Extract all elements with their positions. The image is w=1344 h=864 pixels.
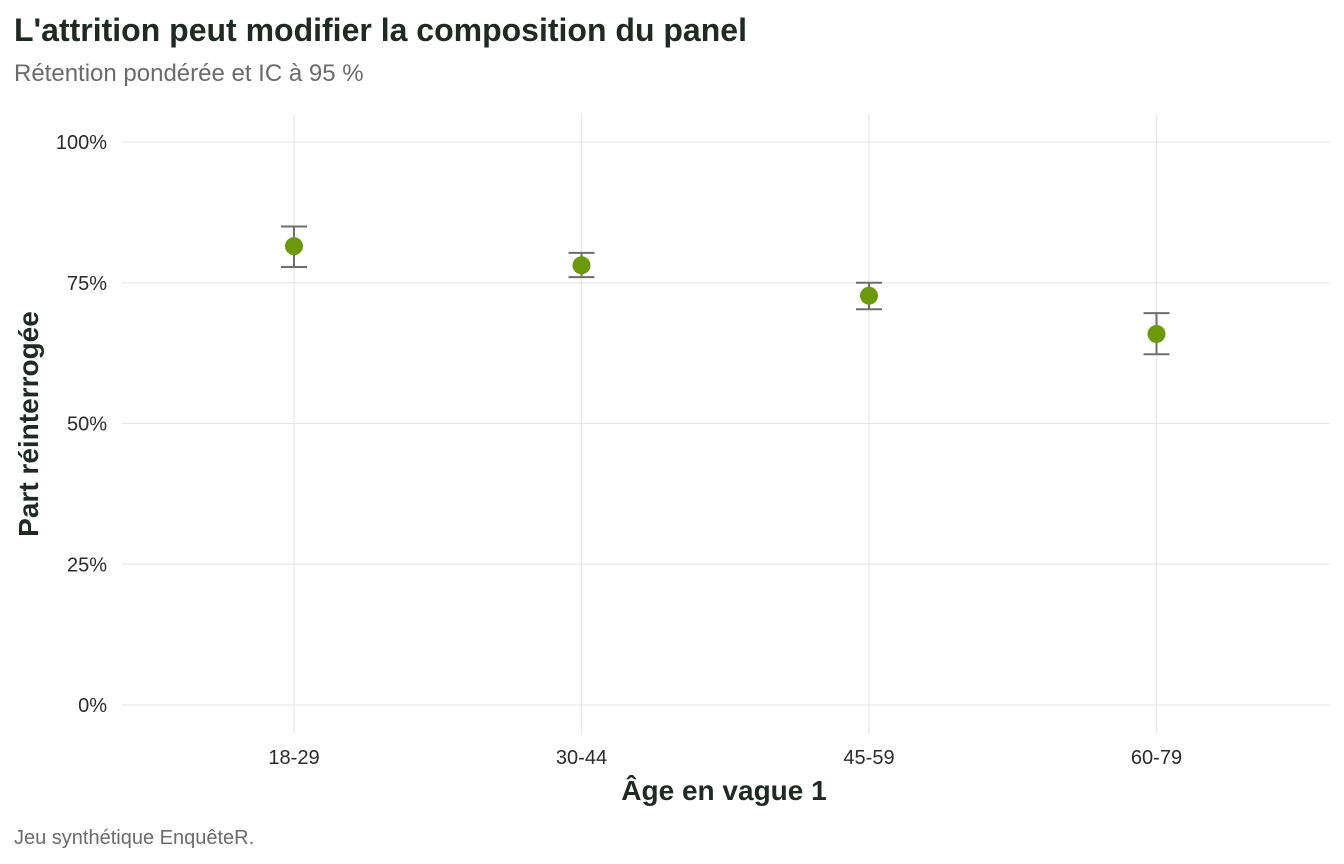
y-tick-label: 0% bbox=[78, 695, 107, 717]
chart-caption: Jeu synthétique EnquêteR. bbox=[14, 827, 254, 849]
x-tick-label: 60-79 bbox=[1131, 747, 1182, 769]
data-points bbox=[285, 237, 1166, 343]
x-tick-label: 30-44 bbox=[556, 747, 607, 769]
y-tick-label: 75% bbox=[67, 273, 107, 295]
x-axis-ticks: 18-29 30-44 45-59 60-79 bbox=[268, 747, 1182, 769]
y-axis-title: Part réinterrogée bbox=[13, 311, 44, 537]
chart-subtitle: Rétention pondérée et IC à 95 % bbox=[14, 60, 364, 87]
grid bbox=[122, 114, 1330, 734]
y-axis-ticks: 0% 25% 50% 75% 100% bbox=[56, 132, 107, 717]
error-bars bbox=[281, 225, 1170, 356]
x-axis-title: Âge en vague 1 bbox=[621, 775, 826, 806]
data-point bbox=[1147, 324, 1166, 343]
chart-title: L'attrition peut modifier la composition… bbox=[14, 12, 747, 48]
data-point bbox=[572, 256, 591, 275]
y-tick-label: 25% bbox=[67, 554, 107, 576]
x-tick-label: 18-29 bbox=[268, 747, 319, 769]
x-tick-label: 45-59 bbox=[843, 747, 894, 769]
data-point bbox=[860, 286, 878, 305]
data-point bbox=[285, 237, 303, 256]
y-tick-label: 100% bbox=[56, 132, 107, 154]
y-tick-label: 50% bbox=[67, 414, 107, 436]
